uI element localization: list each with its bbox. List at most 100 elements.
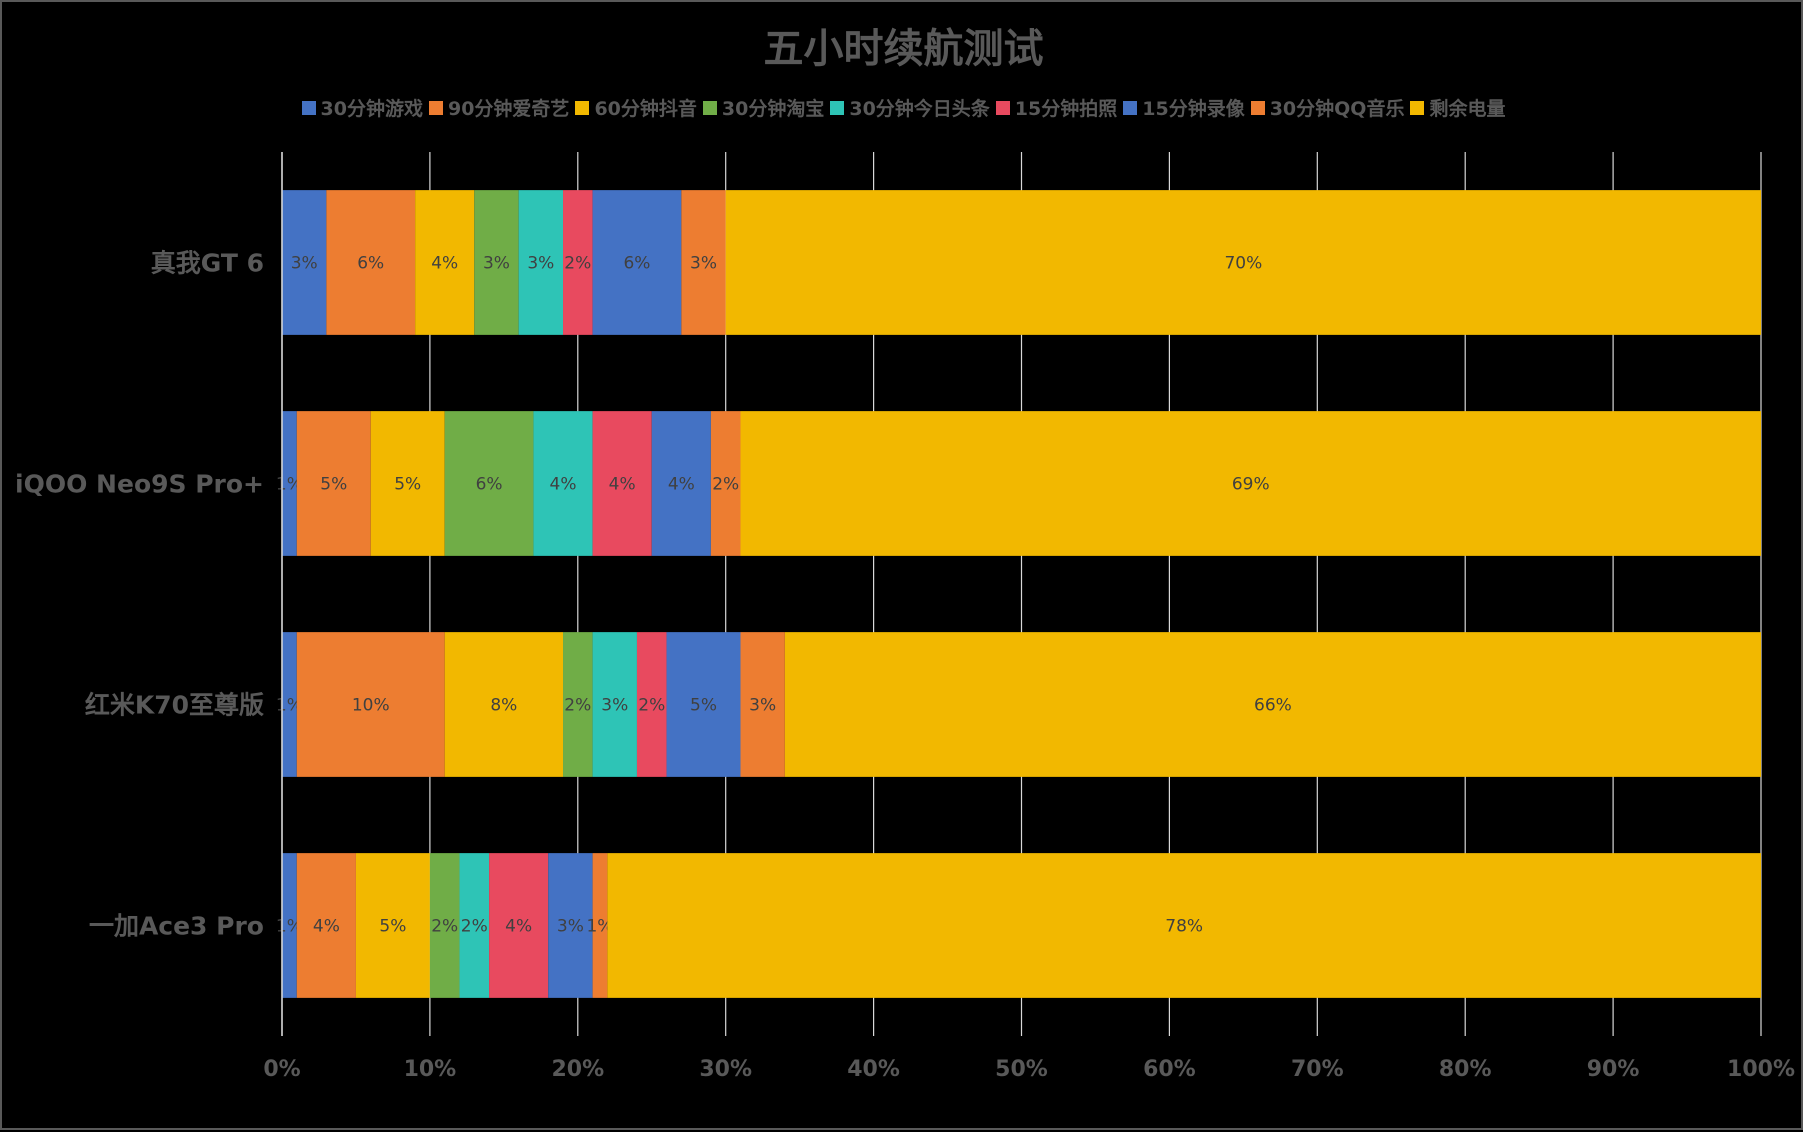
legend-swatch xyxy=(830,100,845,115)
legend-label: 30分钟游戏 xyxy=(320,98,423,120)
legend-item: 15分钟录像 xyxy=(1123,94,1245,121)
data-label: 10% xyxy=(352,696,390,716)
x-tick-label: 10% xyxy=(404,1057,457,1082)
x-tick-label: 100% xyxy=(1727,1057,1795,1082)
chart-title: 五小时续航测试 xyxy=(763,26,1044,72)
data-label: 6% xyxy=(476,475,503,495)
data-label: 3% xyxy=(601,696,628,716)
bar-segment xyxy=(725,190,1762,335)
legend-label: 90分钟爱奇艺 xyxy=(447,98,570,120)
bar-segment xyxy=(355,853,430,998)
data-label: 2% xyxy=(431,917,458,937)
bar-segment xyxy=(326,190,416,335)
bar-segment xyxy=(592,411,652,556)
bar-segment xyxy=(592,632,637,777)
x-tick-label: 80% xyxy=(1439,1057,1492,1082)
data-label: 4% xyxy=(505,917,532,937)
data-label: 3% xyxy=(483,254,510,274)
data-label: 3% xyxy=(527,254,554,274)
data-label: 3% xyxy=(749,696,776,716)
bar-segment xyxy=(651,411,711,556)
data-label: 3% xyxy=(690,254,717,274)
data-label: 3% xyxy=(557,917,584,937)
bar-segment xyxy=(282,411,297,556)
data-label: 2% xyxy=(461,917,488,937)
bar-segment xyxy=(459,853,490,998)
x-tick-label: 0% xyxy=(263,1057,300,1082)
legend: 30分钟游戏 90分钟爱奇艺 60分钟抖音 30分钟淘宝 30分钟今日头条 15分钟拍照 1… xyxy=(2,94,1803,121)
data-label: 4% xyxy=(313,917,340,937)
data-label: 4% xyxy=(609,475,636,495)
legend-swatch xyxy=(702,100,717,115)
bar-segment xyxy=(489,853,549,998)
category-label: 真我GT 6 xyxy=(151,249,264,278)
bar-segment xyxy=(444,632,564,777)
legend-swatch xyxy=(1123,100,1138,115)
data-label: 2% xyxy=(564,696,591,716)
bar-segment xyxy=(296,411,371,556)
legend-label: 30分钟淘宝 xyxy=(721,98,825,120)
bar-segment xyxy=(518,190,564,335)
legend-item: 剩余电量 xyxy=(1410,94,1505,121)
bar-segment xyxy=(592,190,682,335)
x-tick-label: 20% xyxy=(551,1057,604,1082)
bar-segment xyxy=(740,632,785,777)
bar-segment xyxy=(296,853,356,998)
bar-segment xyxy=(415,190,475,335)
bar-segment xyxy=(444,411,534,556)
legend-swatch xyxy=(995,100,1010,115)
legend-label: 30分钟QQ音乐 xyxy=(1269,98,1405,120)
bar-segment xyxy=(607,853,1761,998)
x-tick-label: 40% xyxy=(847,1057,900,1082)
bar-segment xyxy=(784,632,1761,777)
legend-swatch xyxy=(1250,100,1265,115)
data-label: 6% xyxy=(357,254,384,274)
legend-item: 90分钟爱奇艺 xyxy=(428,94,570,121)
legend-label: 剩余电量 xyxy=(1429,98,1506,120)
bar-segment xyxy=(548,853,593,998)
data-label: 2% xyxy=(712,475,739,495)
category-label: iQOO Neo9S Pro+ xyxy=(15,470,264,499)
legend-swatch xyxy=(428,100,443,115)
data-label: 4% xyxy=(668,475,695,495)
data-label: 78% xyxy=(1165,917,1203,937)
bar-segment xyxy=(666,632,741,777)
x-tick-label: 60% xyxy=(1143,1057,1196,1082)
data-label: 2% xyxy=(638,696,665,716)
x-tick-label: 50% xyxy=(995,1057,1048,1082)
legend-item: 60分钟抖音 xyxy=(575,94,697,121)
bar-segment xyxy=(592,853,608,998)
data-label: 2% xyxy=(564,254,591,274)
bar-segment xyxy=(282,190,327,335)
data-label: 69% xyxy=(1232,475,1270,495)
data-label: 8% xyxy=(490,696,517,716)
data-label: 70% xyxy=(1224,254,1262,274)
x-tick-label: 70% xyxy=(1291,1057,1344,1082)
legend-label: 15分钟拍照 xyxy=(1014,98,1118,120)
bar-segment xyxy=(282,632,297,777)
data-label: 5% xyxy=(690,696,717,716)
x-tick-label: 90% xyxy=(1587,1057,1640,1082)
legend-item: 15分钟拍照 xyxy=(995,94,1118,121)
data-label: 4% xyxy=(550,475,577,495)
bar-segment xyxy=(429,853,460,998)
bar-segment xyxy=(563,632,593,777)
data-label: 66% xyxy=(1254,696,1292,716)
category-label: 一加Ace3 Pro xyxy=(89,912,264,941)
bar-segment xyxy=(636,632,667,777)
legend-item: 30分钟游戏 xyxy=(301,94,423,121)
data-label: 5% xyxy=(379,917,406,937)
legend-label: 60分钟抖音 xyxy=(594,98,697,120)
bar-segment xyxy=(533,411,593,556)
legend-swatch xyxy=(301,100,316,115)
data-label: 6% xyxy=(623,254,650,274)
bar-segment xyxy=(370,411,445,556)
data-label: 5% xyxy=(320,475,347,495)
bar-segment xyxy=(681,190,726,335)
data-label: 5% xyxy=(394,475,421,495)
data-label: 3% xyxy=(291,254,318,274)
legend-item: 30分钟淘宝 xyxy=(702,94,825,121)
bar-segment xyxy=(710,411,741,556)
